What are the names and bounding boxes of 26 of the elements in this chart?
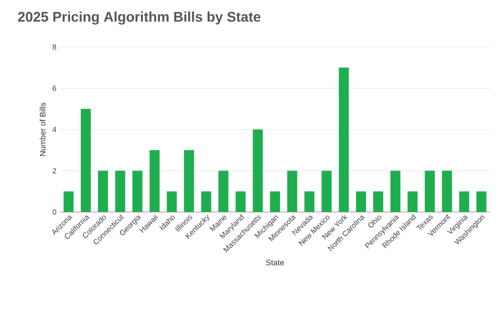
bar <box>304 191 314 212</box>
bar <box>115 170 126 212</box>
bar <box>459 191 470 212</box>
bar <box>270 191 280 212</box>
bar <box>64 191 74 212</box>
bar <box>356 191 366 212</box>
bar <box>201 191 212 212</box>
bar <box>442 170 452 212</box>
bar <box>132 170 142 212</box>
bar <box>150 150 160 212</box>
bar <box>252 130 263 212</box>
bar <box>408 191 418 212</box>
bar <box>98 170 108 212</box>
bar <box>236 191 246 212</box>
bar <box>322 170 332 212</box>
bar <box>476 191 486 212</box>
bar <box>338 68 349 212</box>
bar <box>390 170 400 212</box>
bar <box>218 170 228 212</box>
bar <box>80 108 91 212</box>
chart-title: 2025 Pricing Algorithm Bills by State <box>18 12 260 25</box>
bar <box>287 170 298 212</box>
bar <box>166 191 177 212</box>
bar <box>424 170 435 212</box>
bar <box>184 150 194 212</box>
bar <box>373 191 384 212</box>
